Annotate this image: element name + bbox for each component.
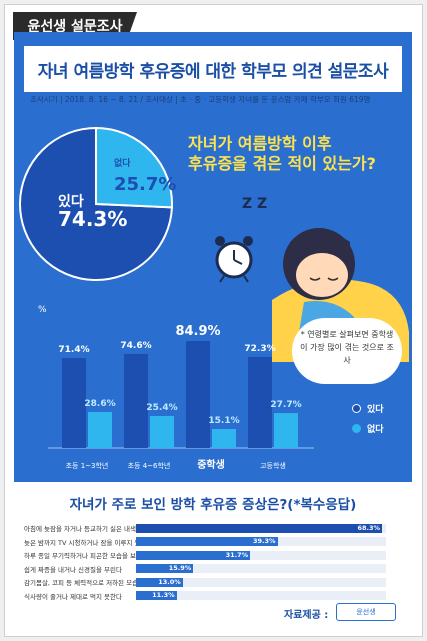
bar-yes-3 [248, 356, 272, 448]
alarm-clock-icon [215, 236, 253, 283]
symptom-label: 식사량이 줄거나 제대로 먹지 못한다 [24, 592, 122, 601]
note-bubble: * 연령별로 살펴보면 중학생이 가장 많이 겪는 것으로 조사 [292, 318, 402, 384]
symptom-bar-track: 39.3% [136, 537, 386, 546]
bar-label-yes-0: 71.4% [58, 345, 89, 355]
eye-right [327, 277, 339, 281]
symptom-value: 68.3% [357, 523, 380, 532]
bar-label-yes-1: 74.6% [120, 341, 151, 351]
bar-label-no-3: 27.7% [270, 400, 301, 410]
bar-no-2 [212, 428, 236, 448]
symptom-row: 쉽게 짜증을 내거나 신경질을 부린다 15.9% [24, 563, 386, 575]
symptom-label: 늦은 밤까지 TV 시청하거나 잠을 이루지 못한다 [24, 538, 153, 547]
symptom-bar: 31.7% [136, 550, 251, 560]
page-title: 자녀 여름방학 후유증에 대한 학부모 의견 설문조사 [37, 61, 389, 82]
symptom-bar: 13.0% [136, 577, 183, 587]
pie-slice-no [95, 126, 173, 209]
sleep-zz-text: Z Z [242, 196, 267, 212]
symptom-bar: 39.3% [136, 537, 278, 546]
symptom-bar-track: 15.9% [136, 564, 386, 573]
category-label-3: 고등학생 [260, 461, 286, 470]
symptom-bar-track: 68.3% [136, 523, 386, 533]
chart-legend: 있다 없다 [352, 402, 384, 442]
target-label: 조사대상 [145, 95, 173, 104]
question-1-line2: 후유증을 겪은 적이 있는가? [188, 154, 376, 173]
question-1-line1: 자녀가 여름방학 이후 [188, 134, 332, 153]
symptom-bar-track: 11.3% [136, 591, 386, 600]
bar-label-no-1: 25.4% [146, 403, 177, 413]
bar-no-0 [88, 411, 112, 448]
period-value: 2018. 8. 16 ~ 8. 21 [64, 95, 138, 104]
girl-bangs [290, 231, 350, 254]
symptom-row: 하루 종일 무기력하거나 피곤한 모습을 보인다 31.7% [24, 549, 386, 561]
period-label: 조사시기 [30, 95, 58, 104]
eye-left [309, 277, 321, 281]
bar-label-no-0: 28.6% [84, 399, 115, 409]
symptom-label: 하루 종일 무기력하거나 피곤한 모습을 보인다 [24, 552, 148, 560]
symptom-value: 15.9% [168, 564, 192, 572]
symptom-row: 늦은 밤까지 TV 시청하거나 잠을 이루지 못한다 39.3% [24, 536, 386, 548]
symptom-bar: 15.9% [136, 564, 194, 573]
symptom-label: 쉽게 짜증을 내거나 신경질을 부린다 [24, 565, 122, 574]
symptom-value: 31.7% [225, 550, 249, 559]
symptom-value: 13.0% [158, 577, 181, 586]
pie-value-no: 25.7% [114, 174, 176, 195]
category-label-1: 초등 4~6학년 [128, 461, 171, 470]
girl-face [296, 253, 348, 297]
pie-slice-yes [19, 126, 173, 281]
legend-dot-yes [352, 404, 361, 413]
symptom-label: 감기몸살, 코피 등 체력적으로 저하된 모습을 보인다 [24, 579, 165, 587]
bar-yes-1 [124, 354, 148, 448]
legend-item-yes: 있다 [352, 402, 384, 415]
bar-yes-0 [62, 358, 86, 448]
symptom-bar: 68.3% [136, 523, 382, 533]
source-label: 자료제공 : [284, 610, 329, 621]
legend-label-no: 없다 [367, 425, 384, 435]
bar-label-yes-3: 72.3% [244, 344, 275, 354]
pie-value-yes: 74.3% [58, 207, 127, 231]
symptom-row: 식사량이 줄거나 제대로 먹지 못한다 11.3% [24, 590, 386, 602]
symptom-bar-track: 31.7% [136, 550, 386, 560]
symptom-row: 감기몸살, 코피 등 체력적으로 저하된 모습을 보인다 13.0% [24, 576, 386, 588]
y-axis-label: % [38, 305, 47, 315]
symptom-row: 아침에 늦잠을 자거나 등교하기 싫은 내색을 한다 68.3% [24, 522, 386, 534]
bar-no-3 [274, 413, 298, 448]
question-1: 자녀가 여름방학 이후 후유증을 겪은 적이 있는가? [188, 134, 376, 174]
category-label-0: 초등 1~3학년 [66, 461, 109, 470]
survey-meta: 조사시기 | 2018. 8. 16 ~ 8. 21 / 조사대상 | 초 · … [30, 95, 371, 104]
target-value: 초 · 중 · 고등학생 자녀를 둔 윤스맘 카페 학부모 회원 619명 [180, 95, 371, 104]
pie-label-yes: 있다 [58, 194, 84, 210]
title-box: 자녀 여름방학 후유증에 대한 학부모 의견 설문조사 [24, 46, 402, 92]
legend-item-no: 없다 [352, 422, 384, 435]
pie-label-no: 없다 [114, 157, 131, 169]
symptom-bar-track: 13.0% [136, 577, 386, 587]
category-label-2: 중학생 [197, 458, 225, 471]
legend-dot-no [352, 424, 361, 433]
symptom-value: 39.3% [252, 537, 276, 545]
bar-chart: % 71.4% 28.6% 초등 1~3학년 74.6% 25.4% 초등 4~6학년 84.… [38, 305, 314, 471]
bar-yes-2 [186, 341, 210, 448]
legend-label-yes: 있다 [367, 405, 384, 415]
bar-label-no-2: 15.1% [208, 416, 239, 426]
symptoms-title: 자녀가 주로 보인 방학 후유증 증상은?(*복수응답) [69, 497, 357, 513]
symptom-label: 아침에 늦잠을 자거나 등교하기 싫은 내색을 한다 [24, 525, 156, 533]
bar-label-yes-2: 84.9% [175, 324, 220, 339]
bar-no-1 [150, 415, 174, 448]
symptom-value: 11.3% [152, 591, 175, 599]
symptom-bar: 11.3% [136, 591, 177, 600]
source-logo: 윤선생 [336, 603, 396, 621]
